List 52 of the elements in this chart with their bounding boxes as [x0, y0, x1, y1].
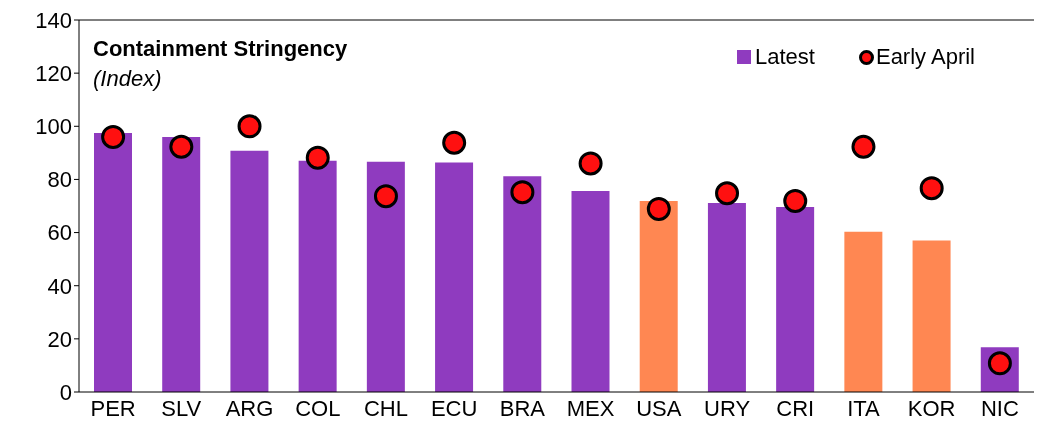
x-tick-label: KOR [907, 395, 956, 421]
y-tick-label: 60 [47, 220, 72, 246]
point [783, 188, 808, 213]
text: (Index) [93, 66, 162, 92]
point [237, 114, 262, 139]
y-tick-label: 0 [59, 379, 72, 405]
bar [366, 161, 405, 392]
bar [94, 132, 132, 392]
bar [844, 231, 883, 392]
point [851, 134, 876, 159]
point [442, 130, 467, 155]
point [510, 180, 535, 205]
x-tick-label: USA [636, 395, 682, 421]
text: Containment Stringency [93, 36, 348, 62]
y-tick-label: 80 [47, 167, 72, 193]
x-tick-label: SLV [161, 395, 202, 421]
y-tick-label: 100 [35, 114, 72, 140]
x-tick-label: PER [90, 395, 136, 421]
x-tick-label: ECU [430, 395, 478, 421]
point [305, 145, 330, 170]
x-tick-label: ITA [847, 395, 881, 421]
y-tick-label: 140 [35, 7, 72, 33]
bar [912, 240, 951, 392]
bar [230, 150, 269, 392]
bar [707, 203, 746, 392]
x-tick-label: NIC [980, 395, 1019, 421]
y-tick-label: 120 [35, 60, 72, 86]
bar [435, 162, 474, 392]
x-tick-label: ARG [225, 395, 274, 421]
bar [503, 176, 542, 392]
x-tick-label: BRA [499, 395, 546, 421]
x-tick-label: URY [704, 395, 751, 421]
point [919, 176, 944, 201]
x-tick-label: CHL [363, 395, 408, 421]
y-tick-label: 20 [47, 326, 72, 352]
point [101, 124, 126, 149]
bar [639, 200, 678, 392]
bar [298, 160, 337, 392]
x-tick-label: MEX [566, 395, 615, 421]
point [715, 181, 740, 206]
x-tick-label: CRI [776, 395, 815, 421]
legend-label: Latest [754, 44, 815, 70]
point [373, 184, 398, 209]
point [169, 134, 194, 159]
x-tick-label: COL [295, 395, 341, 421]
legend-label: Early April [874, 44, 975, 70]
bar [776, 207, 815, 392]
point [646, 196, 671, 221]
y-tick-label: 40 [47, 273, 72, 299]
bar [162, 136, 201, 392]
bar [571, 191, 610, 392]
point [578, 151, 603, 176]
